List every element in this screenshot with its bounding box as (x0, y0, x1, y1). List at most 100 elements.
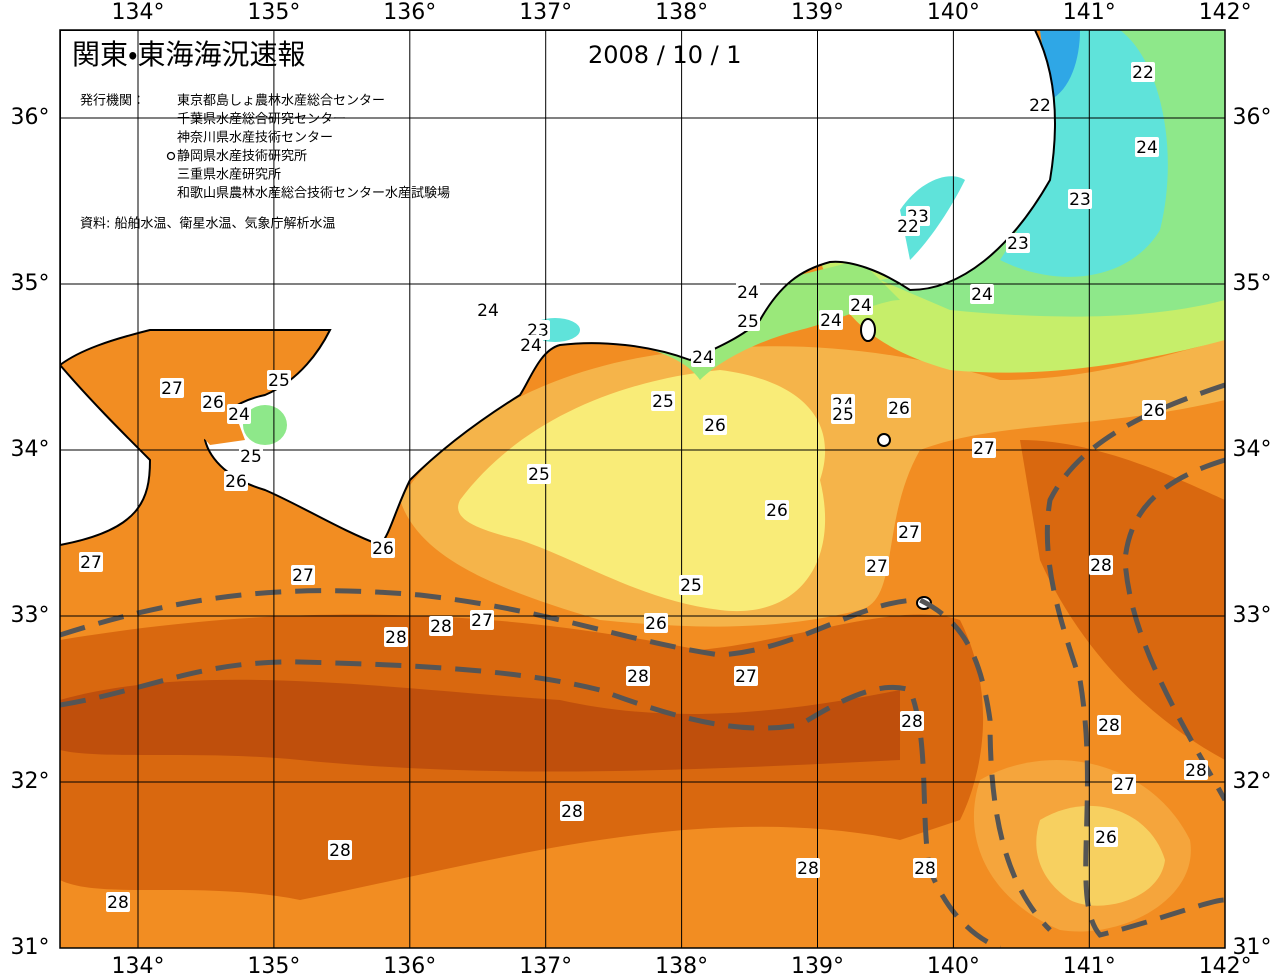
contour-label-box (691, 347, 715, 367)
contour-label: 27 (735, 667, 757, 687)
contour-label-box (1131, 62, 1155, 82)
contour-label-box (831, 404, 855, 424)
contour-label-box (224, 471, 248, 491)
lat-label: 32° (1233, 769, 1272, 794)
contour-label: 28 (385, 628, 407, 648)
cold-core (1000, 30, 1168, 277)
contour-label: 27 (80, 553, 102, 573)
lon-label: 134° (112, 954, 165, 979)
contour-label: 28 (914, 859, 936, 879)
island (860, 318, 876, 342)
contour-label: 27 (898, 523, 920, 543)
contour-label-box (227, 404, 251, 424)
contour-label-box (1006, 233, 1030, 253)
contour-label: 26 (202, 393, 224, 413)
contour-label: 24 (737, 283, 759, 303)
contour-label: 27 (1113, 775, 1135, 795)
map-date: 2008 / 10 / 1 (588, 41, 742, 69)
contour-label-box (819, 310, 843, 330)
lon-label: 140° (927, 954, 980, 979)
contour-label: 28 (901, 712, 923, 732)
contour-label-box (201, 392, 225, 412)
contour-label: 25 (240, 447, 262, 467)
contour-label: 24 (228, 405, 250, 425)
contour-label-box (429, 616, 453, 636)
contour-label: 26 (1143, 401, 1165, 421)
eddy-axis (1122, 457, 1225, 802)
contour-label: 22 (1029, 96, 1051, 116)
lat-label: 33° (11, 603, 50, 628)
lon-label: 139° (791, 0, 844, 25)
contour-label: 28 (1090, 556, 1112, 576)
contour-label: 27 (161, 379, 183, 399)
contour-label: 26 (704, 416, 726, 436)
contour-label: 26 (372, 539, 394, 559)
tokyo-bay (900, 176, 965, 260)
contour-label-box (703, 415, 727, 435)
land-shikoku (60, 363, 152, 547)
kii-channel (170, 400, 245, 445)
contour-label-box (1028, 95, 1052, 115)
contour-label-box (1089, 555, 1113, 575)
lon-label: 137° (519, 0, 572, 25)
contour-label: 25 (680, 576, 702, 596)
contour-label: 25 (737, 312, 759, 332)
contour-label-box (736, 311, 760, 331)
frame (59, 29, 1226, 949)
lon-label: 139° (791, 954, 844, 979)
contour-label: 24 (820, 311, 842, 331)
contour-label-box (765, 500, 789, 520)
contour-label: 27 (866, 557, 888, 577)
land-honshu (60, 30, 1056, 547)
lon-label: 136° (383, 0, 436, 25)
contour-label: 24 (520, 336, 542, 356)
contour-label-box (291, 565, 315, 585)
contour-label-box (476, 300, 500, 320)
contour-label: 26 (1095, 828, 1117, 848)
map-title: 関東・東海海況速報 (72, 38, 306, 71)
lon-label: 140° (927, 0, 980, 25)
contour-label-box (626, 666, 650, 686)
lat-label: 34° (1233, 437, 1272, 462)
contour-label-box (913, 858, 937, 878)
lon-label: 138° (655, 954, 708, 979)
contour-labels: 2222242323222324242423242524242427252624… (79, 62, 1208, 913)
contour-label-box (865, 556, 889, 576)
contour-label-box (470, 610, 494, 630)
contour-label-box (527, 464, 551, 484)
contour-label-box (1097, 715, 1121, 735)
cool-eddy-core (1036, 805, 1165, 906)
contour-label-box (328, 840, 352, 860)
issuer: 静岡県水産技術研究所 (177, 148, 307, 164)
contour-label-box (371, 538, 395, 558)
contour-label: 26 (645, 614, 667, 634)
lat-label: 35° (11, 271, 50, 296)
contour-label-box (106, 892, 130, 912)
contour-label-box (519, 335, 543, 355)
contour-label-box (1068, 189, 1092, 209)
lon-label: 134° (112, 0, 165, 25)
contour-label: 24 (971, 285, 993, 305)
contour-label-box (736, 282, 760, 302)
osaka-bay (243, 405, 287, 445)
contour-label: 26 (225, 472, 247, 492)
lat-label: 36° (1233, 105, 1272, 130)
map-area: 2222242323222324242423242524242427252624… (60, 30, 1225, 948)
contour-label-box (679, 575, 703, 595)
contour-label: 27 (471, 611, 493, 631)
graticule (60, 30, 1225, 948)
contour-label: 25 (528, 465, 550, 485)
lon-label: 142° (1199, 954, 1252, 979)
lon-label: 141° (1063, 954, 1116, 979)
contour-label-box (734, 666, 758, 686)
contour-label-box (796, 858, 820, 878)
contour-label: 26 (766, 501, 788, 521)
contour-label-box (970, 284, 994, 304)
issuer-list: 東京都島しょ農林水産総合センター千葉県水産総合研究センター神奈川県水産技術センタ… (177, 93, 450, 202)
contour-label-box (1184, 760, 1208, 780)
contour-label: 22 (897, 217, 919, 237)
lon-label: 136° (383, 954, 436, 979)
data-source: 資料: 船舶水温、衛星水温、気象庁解析水温 (80, 216, 336, 232)
lon-label: 142° (1199, 0, 1252, 25)
lat-label: 36° (11, 105, 50, 130)
